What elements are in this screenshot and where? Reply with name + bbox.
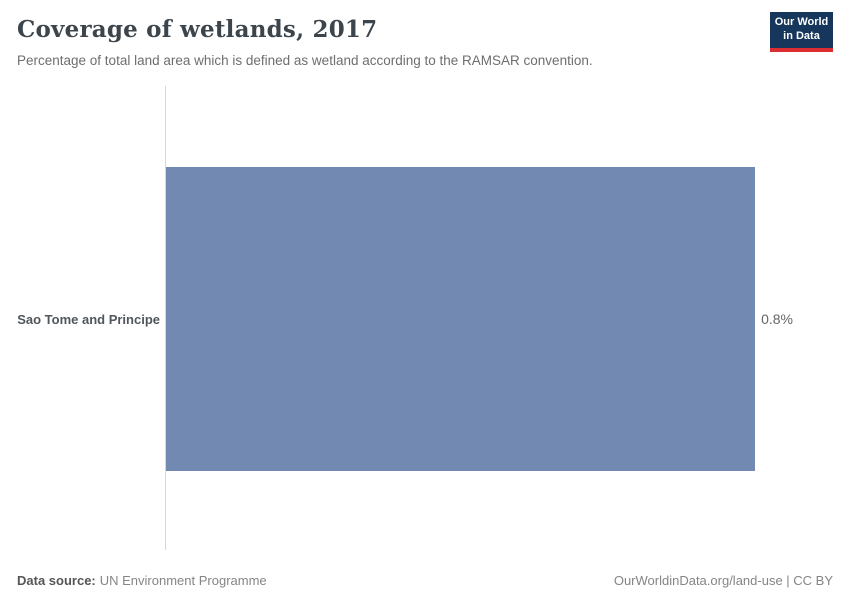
owid-logo-line2: in Data: [783, 30, 820, 42]
owid-logo-line1: Our World: [774, 16, 829, 29]
owid-logo[interactable]: Our World in Data: [770, 12, 833, 52]
entity-label: Sao Tome and Principe: [17, 311, 160, 327]
attribution-link[interactable]: OurWorldinData.org/land-use | CC BY: [613, 573, 833, 588]
bar-track: 0.8%: [166, 167, 793, 471]
data-source-value: UN Environment Programme: [99, 573, 267, 588]
chart-footer: Data source: UN Environment Programme Our…: [17, 573, 833, 588]
data-source-label: Data source:: [17, 573, 96, 588]
chart-title: Coverage of wetlands, 2017: [17, 16, 378, 43]
data-source: Data source: UN Environment Programme: [17, 573, 267, 588]
chart-subtitle: Percentage of total land area which is d…: [17, 53, 593, 68]
y-axis-line: [165, 86, 166, 550]
bar-sao-tome-and-principe[interactable]: [166, 167, 756, 471]
bar-value-label: 0.8%: [761, 311, 793, 327]
